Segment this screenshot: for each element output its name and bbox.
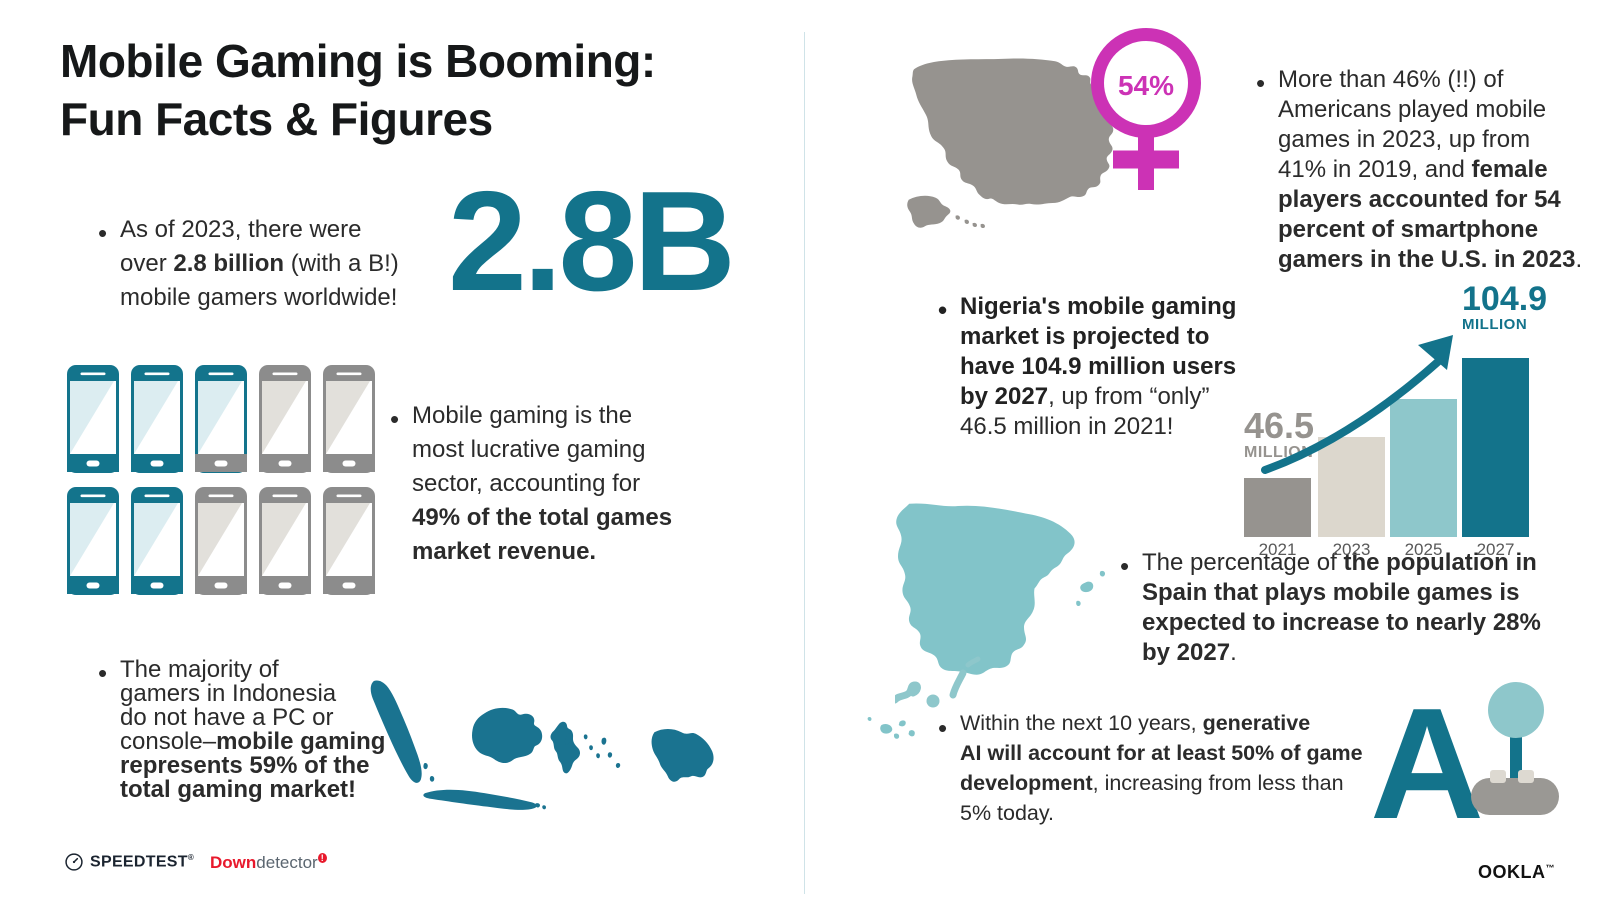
svg-text:54%: 54% (1118, 70, 1174, 101)
svg-text:A: A (1370, 680, 1484, 830)
